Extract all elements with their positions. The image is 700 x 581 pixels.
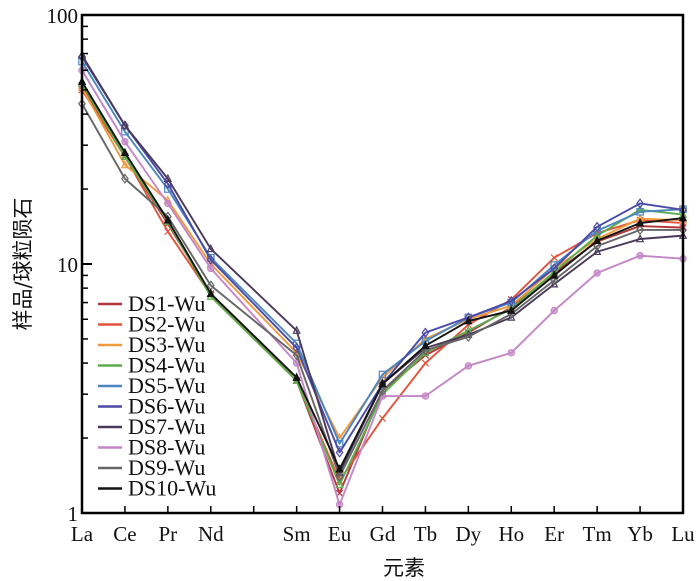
legend-label: DS6-Wu xyxy=(128,394,205,419)
data-point-ce xyxy=(120,173,129,184)
legend-label: DS5-Wu xyxy=(128,373,205,398)
data-point-tm xyxy=(592,246,602,256)
legend-item: DS5-Wu xyxy=(98,373,205,398)
data-point-eu xyxy=(335,471,344,482)
x-tick-label-ce: Ce xyxy=(113,522,136,546)
legend-label: DS7-Wu xyxy=(128,414,205,439)
legend-label: DS9-Wu xyxy=(128,455,205,480)
x-tick-label-er: Er xyxy=(544,522,564,546)
data-point-nd xyxy=(207,264,215,273)
data-point-er xyxy=(550,270,559,279)
data-point-gd xyxy=(378,378,387,388)
legend-item: DS10-Wu xyxy=(98,476,216,501)
legend-label: DS2-Wu xyxy=(128,312,205,337)
legend-label: DS3-Wu xyxy=(128,332,205,357)
legend-item: DS7-Wu xyxy=(98,414,205,439)
data-point-nd xyxy=(206,288,215,297)
data-point-pr xyxy=(164,227,172,236)
x-tick-label-sm: Sm xyxy=(283,522,311,546)
data-point-tb xyxy=(421,327,430,338)
x-tick-label-pr: Pr xyxy=(159,522,178,546)
legend-item: DS3-Wu xyxy=(98,332,205,357)
data-point-sm xyxy=(292,372,301,381)
data-point-yb xyxy=(636,224,645,236)
x-tick-label-lu: Lu xyxy=(671,522,695,546)
y-tick-label: 100 xyxy=(47,4,79,28)
x-tick-label-dy: Dy xyxy=(456,522,482,546)
data-point-tb xyxy=(421,340,430,349)
series-line xyxy=(81,56,684,454)
x-tick-label-tm: Tm xyxy=(583,522,612,546)
y-tick-label: 10 xyxy=(57,253,78,277)
data-point-ce xyxy=(120,120,130,129)
data-point-pr xyxy=(164,199,172,208)
data-point-ce xyxy=(120,147,130,156)
legend-label: DS1-Wu xyxy=(128,291,205,316)
data-point-pr xyxy=(163,173,173,183)
data-point-sm xyxy=(292,350,301,361)
data-point-tm xyxy=(592,235,602,245)
legend-item: DS6-Wu xyxy=(98,394,205,419)
data-point-eu xyxy=(335,479,344,488)
data-point-sm xyxy=(292,325,301,334)
data-point-tb xyxy=(421,359,430,367)
data-point-ce xyxy=(120,120,129,131)
data-point-pr xyxy=(163,215,173,224)
series-line xyxy=(81,69,684,506)
series-line xyxy=(81,81,684,471)
data-point-yb xyxy=(635,218,645,227)
data-point-gd xyxy=(378,370,387,379)
legend-item: DS9-Wu xyxy=(98,455,205,480)
data-point-tm xyxy=(593,269,601,277)
legend-item: DS2-Wu xyxy=(98,312,205,337)
legend-item: DS8-Wu xyxy=(98,435,205,460)
data-point-dy xyxy=(464,331,473,343)
data-point-er xyxy=(550,275,559,286)
series-line xyxy=(81,103,683,478)
legend-label: DS8-Wu xyxy=(128,435,205,460)
data-point-nd xyxy=(206,243,215,253)
data-point-dy xyxy=(464,316,473,325)
data-point-sm xyxy=(292,342,301,354)
data-point-tm xyxy=(593,240,602,252)
data-point-er xyxy=(550,254,558,262)
data-point-ce xyxy=(120,159,130,169)
x-axis-ticks: La Ce Pr Nd Sm Eu Gd Tb Dy Ho Er Tm Yb Lu xyxy=(71,506,695,546)
series-ds10-wu xyxy=(77,76,688,473)
data-point-tb xyxy=(421,345,430,356)
data-point-er xyxy=(550,306,558,315)
data-point-nd xyxy=(206,254,215,265)
x-tick-label-tb: Tb xyxy=(414,522,437,546)
x-tick-label-yb: Yb xyxy=(627,522,653,546)
legend-label: DS4-Wu xyxy=(128,353,205,378)
data-point-gd xyxy=(378,414,387,422)
data-point-yb xyxy=(636,198,645,209)
y-tick-label: 1 xyxy=(68,502,79,526)
legend-item: DS4-Wu xyxy=(98,353,205,378)
legend: DS1-WuDS2-WuDS3-WuDS4-WuDS5-WuDS6-WuDS7-… xyxy=(98,291,216,501)
data-point-ho xyxy=(507,295,516,307)
x-tick-label-la: La xyxy=(71,522,94,546)
data-point-ho xyxy=(507,305,516,314)
x-axis-title: 元素 xyxy=(383,556,425,580)
x-tick-label-eu: Eu xyxy=(328,522,352,546)
x-tick-label-ho: Ho xyxy=(498,522,524,546)
x-tick-label-nd: Nd xyxy=(198,522,224,546)
legend-item: DS1-Wu xyxy=(98,291,205,316)
data-point-er xyxy=(550,279,559,288)
x-tick-label-gd: Gd xyxy=(370,522,396,546)
data-point-yb xyxy=(635,233,645,243)
data-point-dy xyxy=(464,362,473,370)
data-point-ho xyxy=(507,349,515,357)
y-axis-title: 样品/球粒陨石 xyxy=(11,197,35,330)
data-point-ce xyxy=(121,137,129,146)
legend-label: DS10-Wu xyxy=(128,476,216,501)
data-point-eu xyxy=(335,447,344,458)
y-axis-ticks: 1 10 100 xyxy=(47,4,92,526)
data-point-yb xyxy=(636,251,644,260)
data-point-eu xyxy=(335,464,344,473)
data-point-tb xyxy=(421,392,430,400)
data-point-tm xyxy=(593,221,602,233)
